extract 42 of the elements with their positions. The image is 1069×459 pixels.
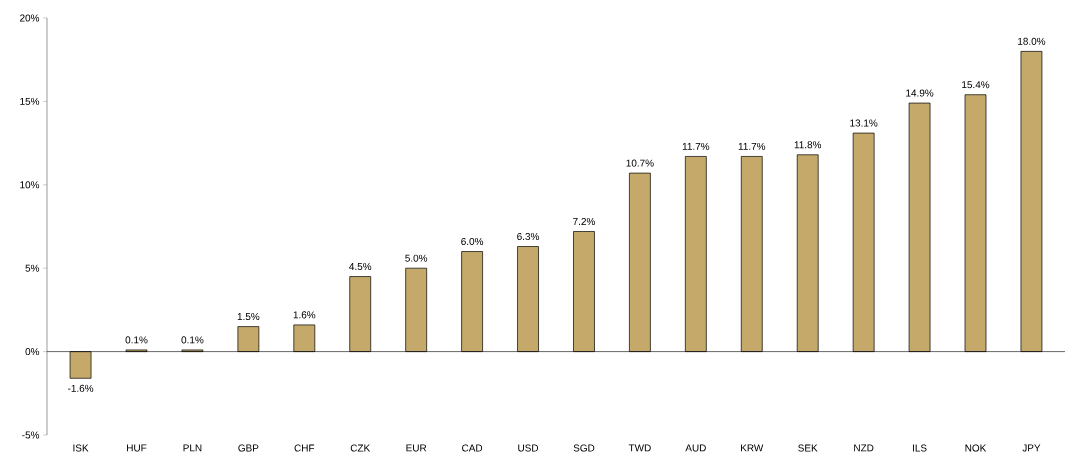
x-tick-label: AUD <box>685 444 706 452</box>
y-tick-label: 10% <box>20 181 40 189</box>
x-tick-label: SGD <box>573 444 595 452</box>
data-label: 14.9% <box>906 89 934 97</box>
x-tick-label: EUR <box>406 444 427 452</box>
x-tick-label: CAD <box>462 444 483 452</box>
y-tick-label: 15% <box>20 97 40 105</box>
data-label: 5.0% <box>405 254 428 262</box>
x-tick-label: CHF <box>294 444 315 452</box>
x-tick-label: JPY <box>1022 444 1041 452</box>
x-tick-label: TWD <box>628 444 651 452</box>
data-label: 15.4% <box>962 81 990 89</box>
y-tick-label: 20% <box>20 14 40 22</box>
x-tick-label: USD <box>518 444 539 452</box>
data-label: 0.1% <box>181 336 204 344</box>
x-tick-label: KRW <box>741 444 764 452</box>
y-tick-label: 5% <box>25 264 40 272</box>
data-label: 6.0% <box>461 237 484 245</box>
data-label: -1.6% <box>67 384 94 392</box>
x-tick-label: NZD <box>854 444 874 452</box>
x-tick-label: SEK <box>798 444 818 452</box>
data-label: 11.8% <box>794 141 822 149</box>
x-tick-label: NOK <box>965 444 987 452</box>
data-label: 4.5% <box>349 263 372 271</box>
data-label: 6.3% <box>517 232 540 240</box>
y-tick-label: 0% <box>25 348 40 356</box>
data-label: 18.0% <box>1018 37 1046 45</box>
data-label: 11.7% <box>738 142 766 150</box>
y-tick-label: -5% <box>22 431 40 439</box>
data-label: 1.5% <box>237 313 260 321</box>
x-tick-label: GBP <box>238 444 259 452</box>
data-label: 0.1% <box>125 336 148 344</box>
data-label: 10.7% <box>626 159 654 167</box>
data-label: 11.7% <box>682 142 710 150</box>
data-label: 13.1% <box>850 119 878 127</box>
x-tick-label: CZK <box>350 444 371 452</box>
x-tick-label: ILS <box>913 444 927 452</box>
data-label: 7.2% <box>573 217 595 225</box>
x-tick-label: ISK <box>73 444 89 452</box>
data-label: 1.6% <box>293 311 316 319</box>
x-tick-label: HUF <box>127 444 147 452</box>
x-tick-label: PLN <box>183 444 202 452</box>
